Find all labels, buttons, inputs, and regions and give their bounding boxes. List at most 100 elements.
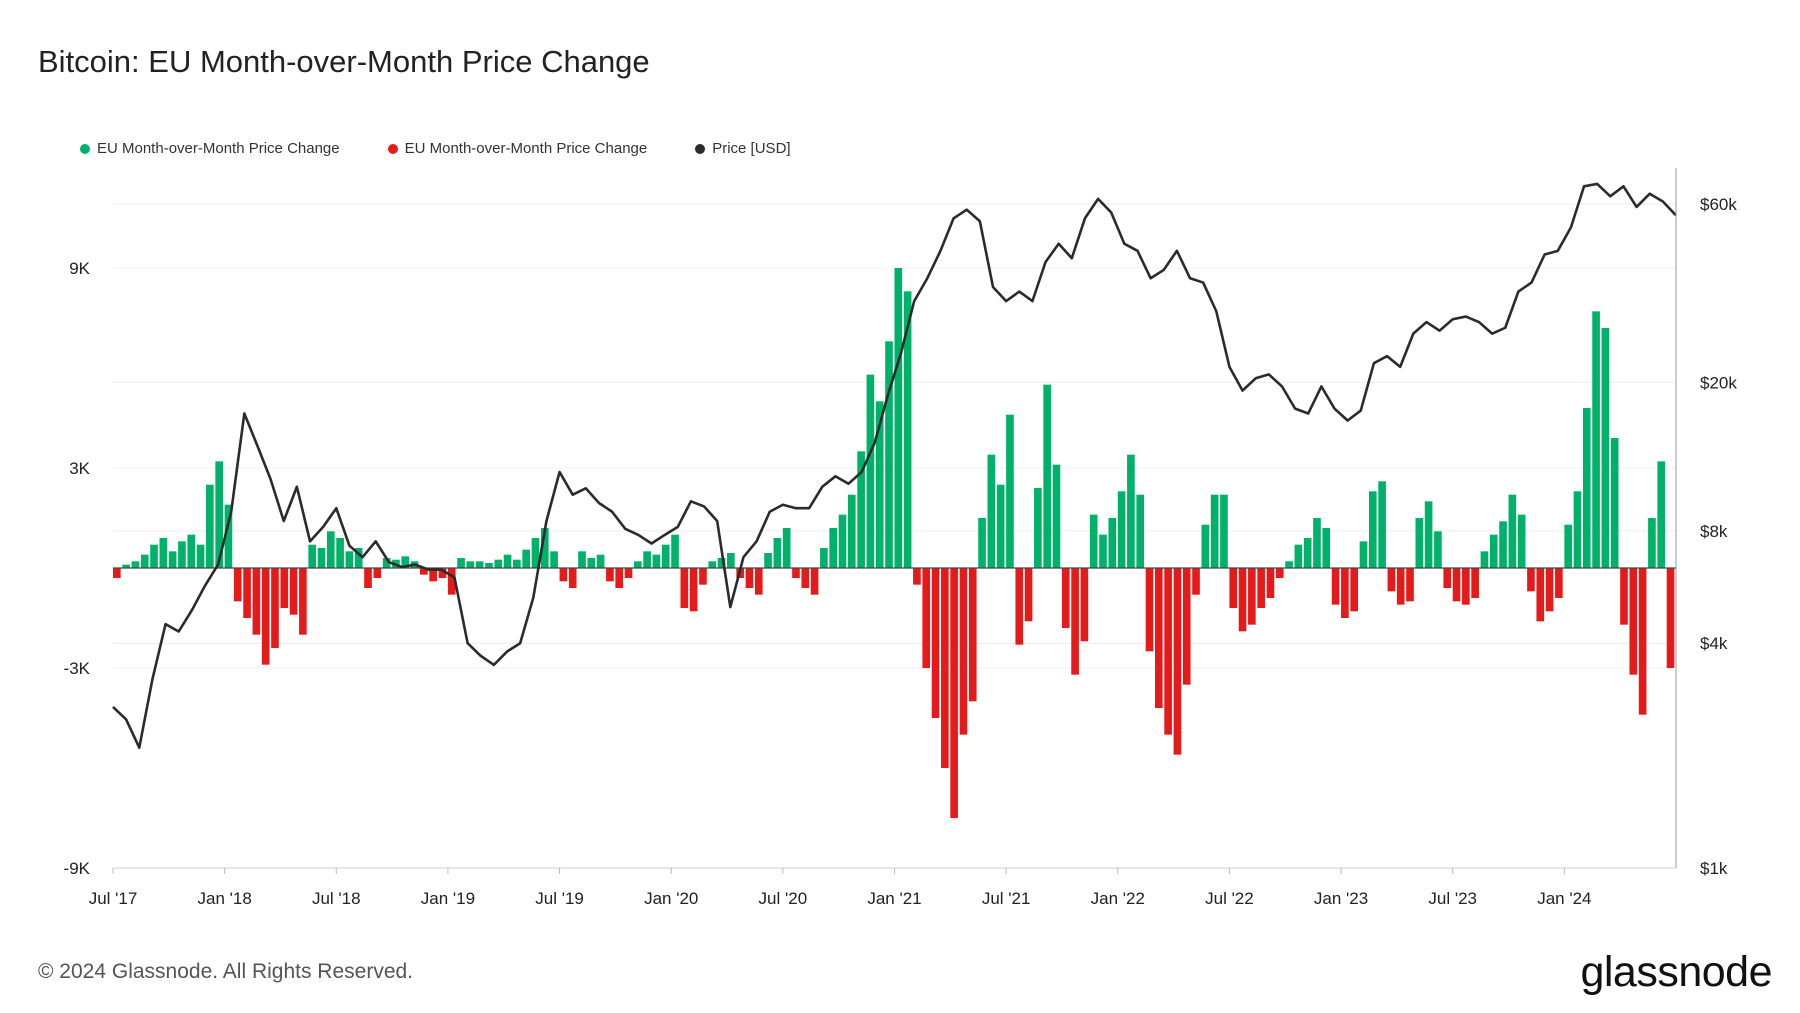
legend-item-price[interactable]: Price [USD]: [695, 140, 791, 157]
negative-change-bar: [1015, 568, 1024, 645]
positive-change-bar: [1480, 551, 1489, 568]
negative-change-bar: [1173, 568, 1182, 755]
negative-change-bar: [968, 568, 977, 702]
positive-change-bar: [382, 558, 391, 568]
positive-change-bar: [820, 548, 828, 568]
positive-change-bar: [587, 558, 596, 568]
legend-item-positive-change[interactable]: EU Month-over-Month Price Change: [80, 140, 340, 157]
negative-change-bar: [941, 568, 949, 768]
negative-change-bar: [680, 568, 689, 608]
negative-change-bar: [1182, 568, 1191, 685]
positive-change-bar: [782, 528, 791, 568]
positive-change-bar: [540, 528, 549, 568]
positive-change-bar: [996, 484, 1005, 568]
legend-label-price: Price [USD]: [712, 140, 791, 157]
legend-label-negative-change: EU Month-over-Month Price Change: [404, 140, 648, 157]
negative-change-bar: [289, 568, 298, 615]
negative-change-bar: [1406, 568, 1414, 602]
positive-change-bar: [206, 484, 214, 568]
negative-change-bar: [271, 568, 279, 648]
negative-change-bar: [1266, 568, 1275, 598]
positive-change-bar: [308, 544, 317, 568]
positive-change-bar: [326, 531, 335, 568]
legend-dot-red: [387, 143, 398, 154]
x-tick-label: Jul '20: [759, 889, 808, 908]
negative-change-bar: [1527, 568, 1535, 592]
negative-change-bar: [364, 568, 372, 588]
negative-change-bar: [1192, 568, 1200, 595]
positive-change-bar: [1006, 414, 1014, 568]
positive-change-bar: [857, 451, 865, 568]
negative-change-bar: [1545, 568, 1554, 612]
positive-change-bar: [1322, 528, 1331, 568]
change-bars: [113, 268, 1675, 818]
negative-change-bar: [606, 568, 614, 582]
positive-change-bar: [187, 534, 196, 568]
negative-change-bar: [1638, 568, 1647, 715]
right-axis-ticks: $60k $20k $8k $4k $1k: [1700, 195, 1737, 878]
positive-change-bar: [1285, 561, 1293, 568]
negative-change-bar: [615, 568, 624, 588]
negative-change-bar: [1331, 568, 1340, 605]
positive-change-bar: [503, 554, 512, 568]
negative-change-bar: [113, 568, 121, 578]
positive-change-bar: [1043, 384, 1051, 568]
legend-item-negative-change[interactable]: EU Month-over-Month Price Change: [387, 140, 648, 157]
negative-change-bar: [243, 568, 251, 618]
price-line[interactable]: [112, 182, 1677, 750]
x-tick-label: Jan '24: [1537, 889, 1591, 908]
negative-change-bar: [792, 568, 800, 578]
negative-change-bar: [1341, 568, 1349, 618]
negative-change-bar: [624, 568, 633, 578]
negative-change-bar: [1145, 568, 1154, 652]
negative-change-bar: [801, 568, 810, 588]
negative-change-bar: [1555, 568, 1563, 598]
positive-change-bar: [643, 551, 651, 568]
positive-change-bar: [1201, 524, 1210, 568]
positive-change-bar: [661, 544, 670, 568]
negative-change-bar: [1471, 568, 1479, 598]
negative-change-bar: [699, 568, 707, 585]
positive-change-bar: [717, 558, 726, 568]
positive-change-bar: [354, 548, 363, 568]
negative-change-bar: [1620, 568, 1628, 625]
negative-change-bar: [1462, 568, 1470, 605]
positive-change-bar: [1517, 514, 1526, 568]
x-tick-label: Jul '23: [1428, 889, 1477, 908]
positive-change-bar: [494, 559, 503, 568]
positive-change-bar: [178, 541, 186, 568]
x-axis-ticks: Jul '17 Jan '18 Jul '18 Jan '19 Jul '19 Jan '…: [89, 868, 1592, 908]
negative-change-bar: [429, 568, 437, 582]
negative-change-bar: [438, 568, 447, 578]
positive-change-bar: [1424, 501, 1433, 568]
positive-change-bar: [764, 553, 772, 568]
negative-change-bar: [1024, 568, 1033, 622]
positive-change-bar: [345, 551, 354, 568]
positive-change-bar: [708, 561, 717, 568]
positive-change-bar: [1359, 541, 1368, 568]
positive-change-bar: [1610, 438, 1619, 568]
chart-title: Bitcoin: EU Month-over-Month Price Chang…: [38, 44, 650, 79]
positive-change-bar: [829, 528, 838, 568]
positive-change-bar: [140, 554, 149, 568]
negative-change-bar: [252, 568, 261, 635]
negative-change-bar: [754, 568, 763, 595]
positive-change-bar: [1089, 514, 1098, 568]
negative-change-bar: [1257, 568, 1265, 608]
positive-change-bar: [1648, 518, 1656, 568]
negative-change-bar: [1061, 568, 1070, 628]
positive-change-bar: [336, 538, 344, 568]
negative-change-bar: [1443, 568, 1452, 588]
positive-change-bar: [838, 514, 847, 568]
positive-change-bar: [1220, 494, 1228, 568]
x-tick-label: Jul '22: [1205, 889, 1254, 908]
positive-change-bar: [1099, 534, 1107, 568]
negative-change-bar: [959, 568, 968, 735]
negative-change-bar: [1666, 568, 1675, 668]
positive-change-bar: [875, 401, 884, 568]
right-tick-label: $4k: [1700, 634, 1728, 653]
positive-change-bar: [1108, 518, 1117, 568]
positive-change-bar: [531, 538, 540, 568]
positive-change-bar: [885, 341, 893, 568]
positive-change-bar: [1573, 491, 1582, 568]
